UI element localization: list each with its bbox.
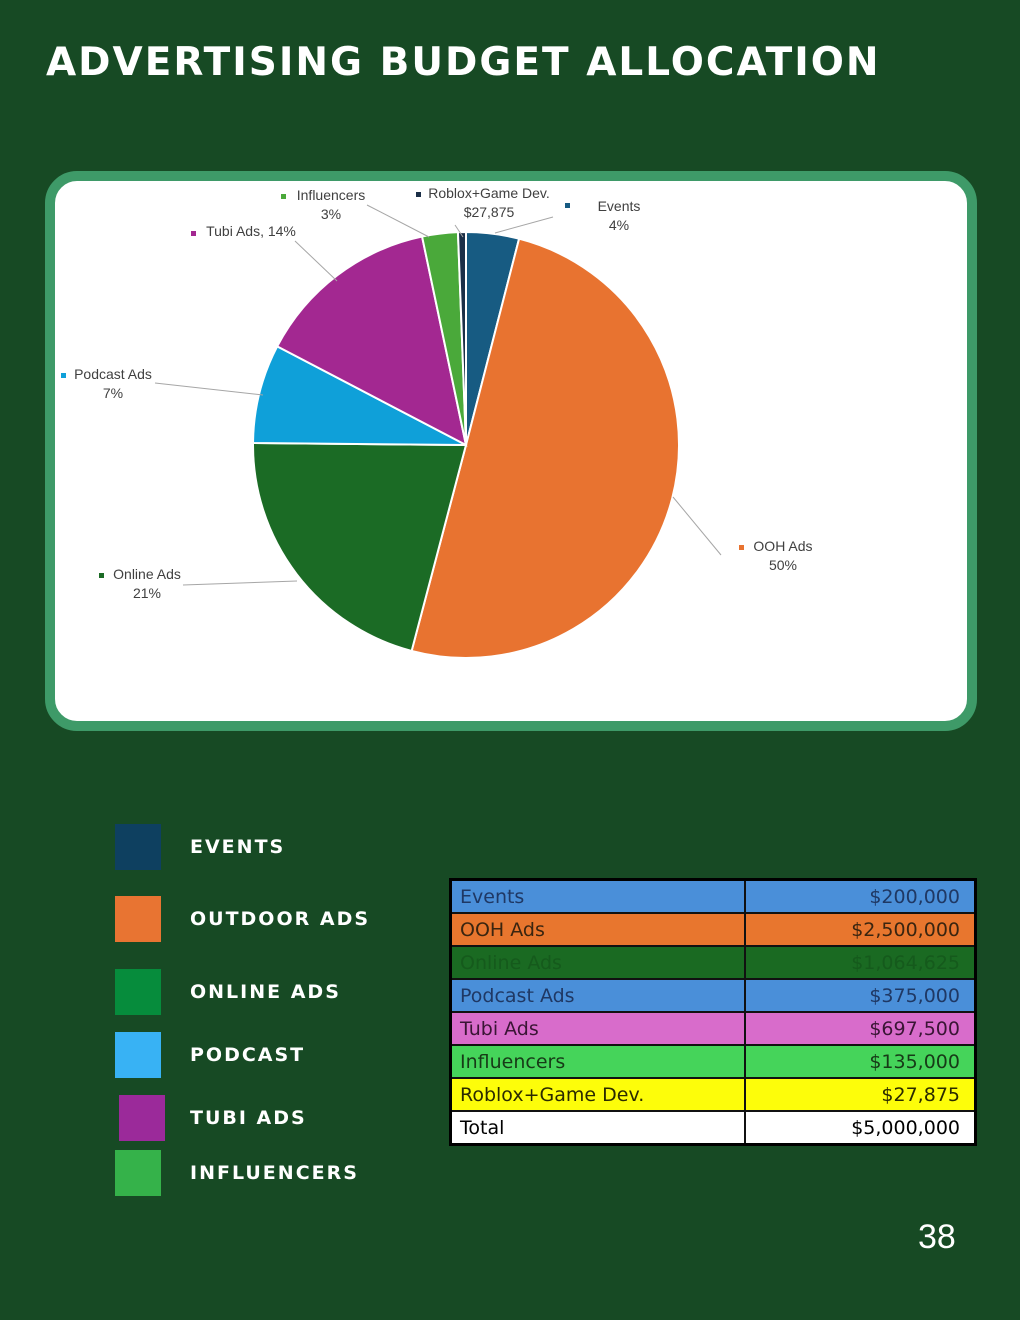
legend-swatch [115,824,161,870]
table-row: Influencers $135,000 [449,1044,977,1079]
table-cell-name: Roblox+Game Dev. [449,1077,746,1112]
leader-line [294,240,338,282]
table-row: OOH Ads $2,500,000 [449,912,977,947]
legend-item: OUTDOOR ADS [0,896,420,946]
label-marker [99,573,104,578]
label-marker [565,203,570,208]
leader-line [494,216,554,234]
legend-item: INFLUENCERS [0,1150,420,1200]
legend-item: ONLINE ADS [0,969,420,1019]
table-cell-amount: $200,000 [744,878,977,914]
table-row: Podcast Ads $375,000 [449,978,977,1013]
data-label: Podcast Ads 7% [74,366,152,401]
budget-table: Events $200,000 OOH Ads $2,500,000 Online Ad… [449,878,977,1146]
table-cell-name: Total [449,1110,746,1146]
table-cell-name: Influencers [449,1044,746,1079]
pie-slice-ooh-ads [410,237,680,659]
table-row: Online Ads $1,064,625 [449,945,977,980]
table-cell-amount: $5,000,000 [744,1110,977,1146]
data-label: Influencers 3% [297,187,365,222]
leader-line [454,224,464,238]
table-cell-amount: $375,000 [744,978,977,1013]
leader-line [366,204,430,238]
table-cell-name: Podcast Ads [449,978,746,1013]
data-label: Tubi Ads, 14% [206,223,296,239]
pie-slice-roblox-game-dev- [456,230,467,446]
table-cell-name: Tubi Ads [449,1011,746,1046]
legend-swatch [115,896,161,942]
legend-swatch [115,969,161,1015]
table-total-row: Total $5,000,000 [449,1110,977,1146]
table-cell-name: OOH Ads [449,912,746,947]
label-marker [416,192,421,197]
legend-item: TUBI ADS [0,1095,420,1145]
table-cell-amount: $697,500 [744,1011,977,1046]
legend-swatch [115,1150,161,1196]
pie-slice-online-ads [252,441,468,653]
legend-label: INFLUENCERS [190,1162,359,1184]
table-cell-amount: $27,875 [744,1077,977,1112]
legend-label: OUTDOOR ADS [190,908,371,930]
legend-label: TUBI ADS [190,1107,307,1129]
table-cell-amount: $1,064,625 [744,945,977,980]
table-row: Events $200,000 [449,878,977,914]
legend-label: ONLINE ADS [190,981,341,1003]
legend-label: PODCAST [190,1044,306,1066]
label-marker [739,545,744,550]
table-cell-name: Online Ads [449,945,746,980]
table-cell-name: Events [449,878,746,914]
pie-slice-podcast-ads [251,344,467,446]
label-marker [281,194,286,199]
label-marker [61,373,66,378]
data-label: Roblox+Game Dev. $27,875 [428,185,550,220]
legend-label: EVENTS [190,836,286,858]
pie-chart: Events 4% OOH Ads 50% Online Ads 21% Podcast A… [61,185,813,659]
label-marker [191,231,196,236]
leader-line [672,496,722,556]
data-label: Events 4% [598,198,641,233]
table-row: Roblox+Game Dev. $27,875 [449,1077,977,1112]
table-cell-amount: $2,500,000 [744,912,977,947]
page-number: 38 [918,1218,956,1256]
pie-chart-card: Events 4% OOH Ads 50% Online Ads 21% Podcast A… [45,171,977,731]
data-label: Online Ads 21% [113,566,181,601]
legend-item: EVENTS [0,824,420,874]
table-cell-amount: $135,000 [744,1044,977,1079]
page-title: ADVERTISING BUDGET ALLOCATION [46,40,881,85]
leader-line [182,580,298,586]
legend-swatch [119,1095,165,1141]
data-label: OOH Ads 50% [753,538,812,573]
pie-slice-tubi-ads [275,235,468,447]
legend-swatch [115,1032,161,1078]
legend-item: PODCAST [0,1032,420,1082]
leader-line [154,382,264,396]
table-row: Tubi Ads $697,500 [449,1011,977,1046]
